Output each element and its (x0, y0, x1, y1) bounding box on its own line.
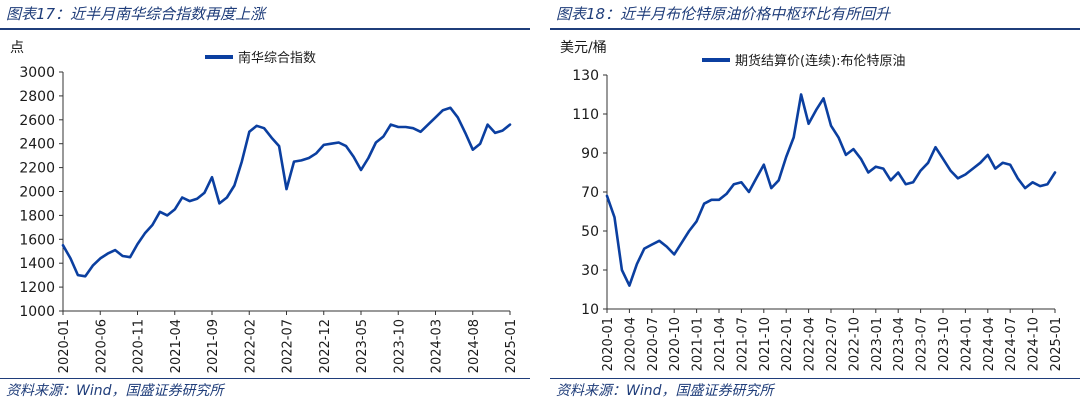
x-tick-label: 2022-10 (847, 317, 862, 371)
line-chart-brent: 10 30 50 70 90 110 130 2020-01 2020-04 2020-07 202… (572, 53, 1064, 371)
x-tick-label: 2024-07 (1004, 317, 1019, 371)
x-tick-label: 2020-01 (601, 317, 616, 371)
x-tick-label: 2021-09 (206, 319, 221, 373)
y-tick-label: 2000 (19, 185, 55, 201)
y-tick-label: 2200 (19, 161, 55, 177)
y-tick-label: 1200 (19, 280, 55, 296)
x-tick-label: 2021-10 (758, 317, 773, 371)
source-note: 资料来源：Wind，国盛证券研究所 (556, 383, 774, 399)
x-tick-label: 2024-01 (959, 317, 974, 371)
x-tick-label: 2020-07 (646, 317, 661, 371)
y-tick-label: 10 (581, 302, 599, 318)
x-tick-label: 2020-10 (668, 317, 683, 371)
x-tick-label: 2024-10 (1027, 317, 1042, 371)
y-tick-label: 1400 (19, 256, 55, 272)
x-tick-label: 2023-07 (915, 317, 930, 371)
title-divider (0, 28, 530, 30)
legend-label: 南华综合指数 (238, 50, 316, 66)
y-tick-label: 30 (581, 263, 599, 279)
x-tick-label: 2021-01 (691, 317, 706, 371)
x-tick-label: 2025-01 (1049, 317, 1064, 371)
x-tick-label: 2022-02 (243, 319, 258, 373)
y-axis-unit: 美元/桶 (560, 40, 607, 56)
source-divider (550, 378, 1080, 379)
x-tick-label: 2021-04 (169, 319, 184, 373)
y-tick-label: 70 (581, 185, 599, 201)
x-tick-label: 2024-03 (430, 319, 445, 373)
x-tick-label: 2023-04 (892, 317, 907, 371)
y-tick-label: 1600 (19, 232, 55, 248)
y-tick-label: 1000 (19, 304, 55, 320)
legend-label: 期货结算价(连续):布伦特原油 (735, 53, 906, 69)
x-tick-label: 2020-01 (57, 319, 72, 373)
x-tick-label: 2022-04 (803, 317, 818, 371)
figure-title: 图表17：近半月南华综合指数再度上涨 (6, 5, 266, 23)
x-tick-label: 2023-01 (870, 317, 885, 371)
y-axis-unit: 点 (10, 40, 24, 56)
y-tick-label: 3000 (19, 65, 55, 81)
y-tick-label: 2400 (19, 137, 55, 153)
x-tick-label: 2022-07 (825, 317, 840, 371)
x-tick-label: 2021-04 (713, 317, 728, 371)
x-tick-label: 2024-08 (467, 319, 482, 373)
line-chart-nanhua: 1000 1200 1400 1600 1800 2000 2200 2400 2600 2800… (19, 50, 519, 373)
y-tick-label: 50 (581, 224, 599, 240)
y-tick-label: 1800 (19, 208, 55, 224)
x-tick-label: 2022-12 (318, 319, 333, 373)
x-tick-label: 2023-10 (937, 317, 952, 371)
x-tick-label: 2021-07 (735, 317, 750, 371)
x-tick-label: 2022-01 (780, 317, 795, 371)
y-tick-label: 130 (572, 68, 599, 84)
x-tick-label: 2020-06 (94, 319, 109, 373)
figure-title: 图表18：近半月布伦特原油价格中枢环比有所回升 (556, 5, 891, 23)
source-divider (0, 378, 530, 379)
y-tick-label: 90 (581, 146, 599, 162)
source-note: 资料来源：Wind，国盛证券研究所 (6, 383, 224, 399)
y-tick-label: 110 (572, 107, 599, 123)
x-tick-label: 2024-04 (982, 317, 997, 371)
y-tick-label: 2600 (19, 113, 55, 129)
x-tick-label: 2022-07 (281, 319, 296, 373)
chart-panel-nanhua: 图表17：近半月南华综合指数再度上涨 点 1000 1200 1400 1600 180… (0, 0, 530, 406)
x-tick-label: 2020-04 (623, 317, 638, 371)
series-line (605, 93, 1057, 287)
series-line (61, 106, 512, 278)
x-tick-label: 2023-05 (355, 319, 370, 373)
x-tick-label: 2023-10 (392, 319, 407, 373)
x-tick-label: 2025-01 (504, 319, 519, 373)
title-divider (550, 28, 1080, 30)
x-tick-label: 2020-11 (132, 319, 147, 373)
chart-panel-brent: 图表18：近半月布伦特原油价格中枢环比有所回升 美元/桶 10 30 50 70 90 1… (550, 0, 1080, 406)
y-tick-label: 2800 (19, 89, 55, 105)
